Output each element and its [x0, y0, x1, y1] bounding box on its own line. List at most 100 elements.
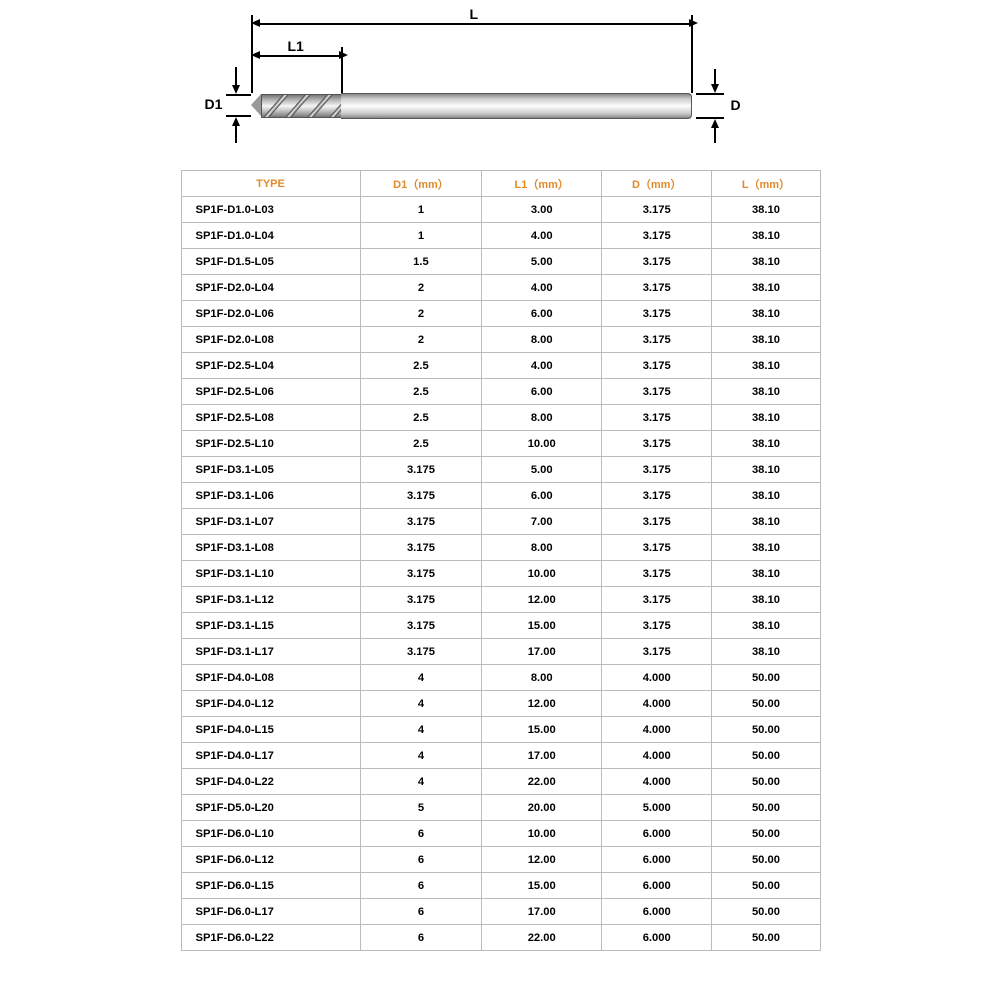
table-cell: 3.175: [602, 613, 712, 639]
tool-flute: [261, 94, 342, 118]
table-cell: 38.10: [712, 483, 820, 509]
table-cell: 6: [360, 847, 482, 873]
table-cell: 4.000: [602, 691, 712, 717]
table-cell: 38.10: [712, 353, 820, 379]
table-row: SP1F-D2.0-L0626.003.17538.10: [181, 301, 820, 327]
table-row: SP1F-D6.0-L10610.006.00050.00: [181, 821, 820, 847]
table-cell: 2: [360, 327, 482, 353]
table-cell: 17.00: [482, 899, 602, 925]
table-cell: 4.00: [482, 275, 602, 301]
table-cell: 50.00: [712, 769, 820, 795]
table-cell: SP1F-D4.0-L17: [181, 743, 360, 769]
table-cell: SP1F-D1.0-L04: [181, 223, 360, 249]
table-cell: SP1F-D5.0-L20: [181, 795, 360, 821]
table-cell: 15.00: [482, 873, 602, 899]
table-cell: 6: [360, 899, 482, 925]
table-cell: 7.00: [482, 509, 602, 535]
table-cell: 3.175: [360, 483, 482, 509]
table-row: SP1F-D6.0-L12612.006.00050.00: [181, 847, 820, 873]
table-cell: 4.000: [602, 717, 712, 743]
table-cell: 6.000: [602, 821, 712, 847]
table-cell: 50.00: [712, 795, 820, 821]
table-cell: 6.000: [602, 847, 712, 873]
table-cell: 5.000: [602, 795, 712, 821]
table-cell: 4.00: [482, 223, 602, 249]
table-cell: 6.000: [602, 899, 712, 925]
table-cell: 3.175: [360, 613, 482, 639]
table-cell: 12.00: [482, 847, 602, 873]
table-row: SP1F-D1.5-L051.55.003.17538.10: [181, 249, 820, 275]
table-cell: 3.175: [602, 639, 712, 665]
table-row: SP1F-D1.0-L0313.003.17538.10: [181, 197, 820, 223]
table-cell: 50.00: [712, 873, 820, 899]
table-cell: 3.175: [360, 509, 482, 535]
table-cell: SP1F-D4.0-L08: [181, 665, 360, 691]
table-row: SP1F-D2.5-L102.510.003.17538.10: [181, 431, 820, 457]
table-cell: 6: [360, 925, 482, 951]
table-cell: 6: [360, 873, 482, 899]
col-d: D（mm）: [602, 171, 712, 197]
table-cell: SP1F-D2.0-L04: [181, 275, 360, 301]
table-cell: 5.00: [482, 249, 602, 275]
table-cell: 4.000: [602, 743, 712, 769]
table-cell: 4.00: [482, 353, 602, 379]
dim-label-L: L: [470, 6, 479, 22]
table-cell: SP1F-D6.0-L17: [181, 899, 360, 925]
table-row: SP1F-D2.5-L062.56.003.17538.10: [181, 379, 820, 405]
table-row: SP1F-D4.0-L22422.004.00050.00: [181, 769, 820, 795]
table-cell: SP1F-D1.0-L03: [181, 197, 360, 223]
table-row: SP1F-D2.0-L0828.003.17538.10: [181, 327, 820, 353]
table-cell: SP1F-D6.0-L12: [181, 847, 360, 873]
table-cell: SP1F-D3.1-L06: [181, 483, 360, 509]
spec-table: TYPE D1（mm） L1（mm） D（mm） L（mm） SP1F-D1.0…: [181, 170, 821, 951]
table-cell: SP1F-D4.0-L12: [181, 691, 360, 717]
table-cell: 38.10: [712, 223, 820, 249]
table-cell: SP1F-D3.1-L15: [181, 613, 360, 639]
tool-diagram: L L1 D1 D: [221, 5, 781, 155]
table-cell: 3.175: [602, 353, 712, 379]
table-cell: 2.5: [360, 405, 482, 431]
table-cell: 4: [360, 665, 482, 691]
table-row: SP1F-D3.1-L153.17515.003.17538.10: [181, 613, 820, 639]
table-cell: SP1F-D3.1-L10: [181, 561, 360, 587]
table-cell: 3.175: [602, 379, 712, 405]
table-row: SP1F-D5.0-L20520.005.00050.00: [181, 795, 820, 821]
table-row: SP1F-D6.0-L17617.006.00050.00: [181, 899, 820, 925]
table-cell: 2.5: [360, 353, 482, 379]
table-cell: SP1F-D3.1-L05: [181, 457, 360, 483]
table-cell: 3.175: [602, 405, 712, 431]
table-cell: 6.000: [602, 873, 712, 899]
table-cell: 8.00: [482, 327, 602, 353]
table-cell: SP1F-D3.1-L07: [181, 509, 360, 535]
table-cell: 3.175: [602, 535, 712, 561]
table-row: SP1F-D4.0-L0848.004.00050.00: [181, 665, 820, 691]
table-cell: 4.000: [602, 769, 712, 795]
table-cell: 38.10: [712, 327, 820, 353]
table-cell: SP1F-D2.0-L08: [181, 327, 360, 353]
table-cell: 5: [360, 795, 482, 821]
table-cell: 12.00: [482, 691, 602, 717]
table-cell: 38.10: [712, 639, 820, 665]
table-cell: 10.00: [482, 561, 602, 587]
table-cell: 22.00: [482, 925, 602, 951]
table-cell: 3.175: [602, 561, 712, 587]
table-cell: SP1F-D2.5-L08: [181, 405, 360, 431]
table-cell: SP1F-D4.0-L22: [181, 769, 360, 795]
table-cell: SP1F-D2.5-L10: [181, 431, 360, 457]
table-cell: 2.5: [360, 431, 482, 457]
table-cell: 3.175: [602, 509, 712, 535]
table-cell: 38.10: [712, 613, 820, 639]
table-cell: 3.175: [602, 197, 712, 223]
col-type: TYPE: [181, 171, 360, 197]
table-row: SP1F-D1.0-L0414.003.17538.10: [181, 223, 820, 249]
table-cell: 22.00: [482, 769, 602, 795]
table-cell: 6.00: [482, 379, 602, 405]
table-row: SP1F-D4.0-L17417.004.00050.00: [181, 743, 820, 769]
table-cell: 50.00: [712, 821, 820, 847]
table-cell: 38.10: [712, 561, 820, 587]
table-cell: 38.10: [712, 197, 820, 223]
table-cell: 17.00: [482, 743, 602, 769]
table-cell: 15.00: [482, 613, 602, 639]
table-cell: 4: [360, 691, 482, 717]
table-cell: 3.175: [602, 431, 712, 457]
